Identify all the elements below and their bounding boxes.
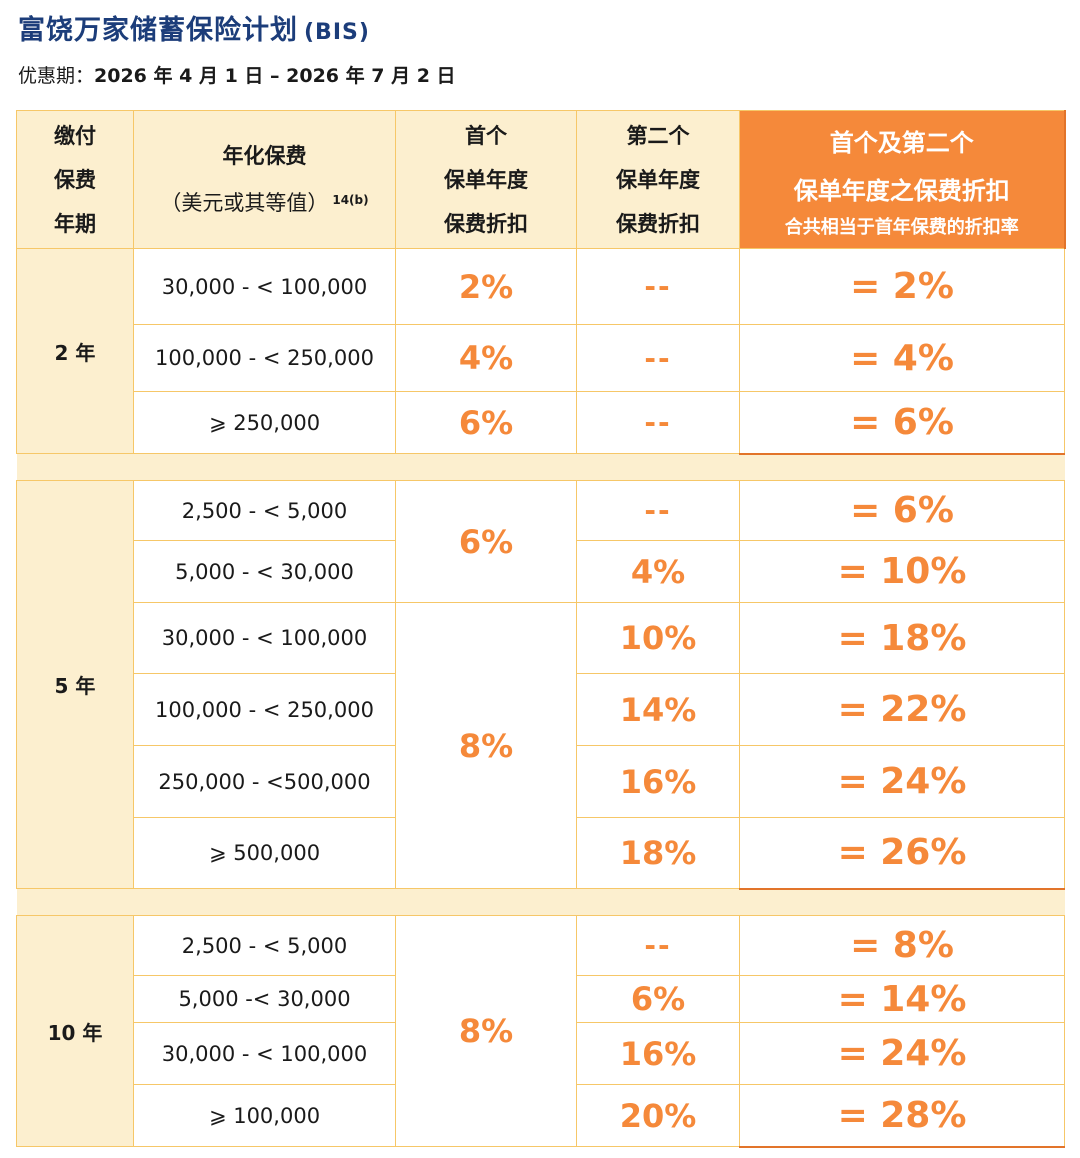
premium-range: ⩾ 100,000 — [133, 1084, 396, 1147]
table-row: 30,000 - < 100,000 8% 10% = 18% — [17, 602, 1065, 889]
premium-range: 30,000 - < 100,000 — [133, 602, 396, 674]
header-premium-sub: （美元或其等值） 14(b) — [134, 178, 395, 225]
combined-discount: = 8% — [739, 915, 1065, 976]
combined-discount: = 26% — [739, 817, 1065, 890]
table-row: 5,000 - < 30,000 4% = 10% — [17, 540, 1065, 603]
offer-period: 优惠期：2026 年 4 月 1 日 – 2026 年 7 月 2 日 — [18, 61, 456, 88]
header-term-line: 保费 — [54, 167, 96, 192]
period-value: 2026 年 4 月 1 日 – 2026 年 7 月 2 日 — [94, 65, 456, 87]
separator-cell — [16, 453, 1065, 481]
term-cell: 2 年 — [16, 248, 134, 454]
table-header-row: 缴付 保费 年期 年化保费 （美元或其等值） 14(b) 首个 保单年度 保费折扣… — [16, 110, 1066, 249]
header-combined: 首个及第二个 保单年度之保费折扣 合共相当于首年保费的折扣率 — [739, 110, 1066, 249]
header-term: 缴付 保费 年期 — [16, 110, 134, 249]
combined-discount: = 28% — [739, 1084, 1065, 1148]
header-combined-note: 合共相当于首年保费的折扣率 — [784, 216, 1019, 238]
header-premium-line: （美元或其等值） — [160, 191, 329, 215]
second-year-discount: 16% — [576, 1022, 740, 1085]
page-title: 富饶万家储蓄保险计划 (BIS) — [18, 8, 370, 47]
combined-discount: = 18% — [739, 602, 1065, 674]
premium-range: 100,000 - < 250,000 — [133, 324, 396, 392]
table-row: 100,000 - < 250,000 14% = 22% — [17, 673, 1065, 746]
premium-range: 2,500 - < 5,000 — [133, 915, 396, 976]
header-combined-line: 保单年度之保费折扣 — [793, 176, 1010, 205]
second-year-discount: 16% — [576, 745, 740, 818]
footnote-marker: 14(b) — [332, 193, 369, 207]
combined-discount: = 6% — [739, 391, 1065, 455]
combined-discount: = 14% — [739, 975, 1065, 1023]
first-year-discount: 8% — [395, 915, 577, 1147]
premium-range: 5,000 -< 30,000 — [133, 975, 396, 1023]
combined-discount: = 22% — [739, 673, 1065, 746]
header-second-line: 保费折扣 — [616, 211, 700, 236]
second-year-discount: 18% — [576, 817, 740, 889]
combined-discount: = 10% — [739, 540, 1065, 603]
premium-range: 30,000 - < 100,000 — [133, 248, 396, 325]
premium-range: ⩾ 500,000 — [133, 817, 396, 889]
second-year-discount: -- — [576, 480, 740, 541]
group-separator — [16, 888, 1065, 916]
header-first-line: 保费折扣 — [444, 211, 528, 236]
term-cell: 5 年 — [16, 480, 134, 889]
title-suffix: (BIS) — [304, 20, 370, 45]
table-row: 100,000 - < 250,000 4% -- = 4% — [17, 324, 1065, 392]
period-label: 优惠期： — [18, 65, 95, 87]
table-row: 250,000 - <500,000 16% = 24% — [17, 745, 1065, 818]
combined-discount: = 2% — [739, 248, 1065, 325]
table-row: ⩾ 250,000 6% -- = 6% — [17, 391, 1065, 455]
header-premium-line: 年化保费 — [222, 144, 307, 168]
premium-range: ⩾ 250,000 — [133, 391, 396, 454]
table-row: ⩾ 500,000 18% = 26% — [17, 817, 1065, 890]
premium-range: 2,500 - < 5,000 — [133, 480, 396, 541]
header-term-line: 缴付 — [54, 123, 96, 148]
second-year-discount: -- — [576, 324, 740, 392]
header-first-year: 首个 保单年度 保费折扣 — [395, 110, 577, 249]
combined-discount: = 6% — [739, 480, 1065, 541]
header-first-line: 首个 — [465, 123, 507, 148]
header-premium: 年化保费 （美元或其等值） 14(b) — [133, 110, 396, 249]
second-year-discount: -- — [576, 391, 740, 454]
term-cell: 10 年 — [16, 915, 134, 1147]
combined-discount: = 24% — [739, 1022, 1065, 1085]
table-row: 5 年 2,500 - < 5,000 6% -- = 6% — [16, 480, 1065, 889]
table-row: 30,000 - < 100,000 16% = 24% — [17, 1022, 1065, 1085]
header-first-line: 保单年度 — [444, 167, 528, 192]
header-second-line: 第二个 — [626, 123, 690, 148]
second-year-discount: 14% — [576, 673, 740, 746]
header-second-year: 第二个 保单年度 保费折扣 — [576, 110, 740, 249]
first-year-discount: 2% — [395, 248, 577, 325]
first-year-discount: 4% — [395, 324, 577, 392]
first-year-discount: 8% — [395, 602, 577, 889]
header-term-line: 年期 — [54, 211, 96, 236]
header-combined-line: 首个及第二个 — [829, 128, 974, 157]
table-row: 10 年 2,500 - < 5,000 8% -- = 8% — [16, 915, 1065, 1147]
separator-cell — [16, 888, 1065, 916]
second-year-discount: 20% — [576, 1084, 740, 1147]
discount-table: 缴付 保费 年期 年化保费 （美元或其等值） 14(b) 首个 保单年度 保费折扣… — [16, 110, 1066, 1148]
premium-range: 250,000 - <500,000 — [133, 745, 396, 818]
second-year-discount: -- — [576, 915, 740, 976]
premium-range: 30,000 - < 100,000 — [133, 1022, 396, 1085]
table-row: 2 年 30,000 - < 100,000 2% -- = 2% — [16, 248, 1065, 454]
second-year-discount: -- — [576, 248, 740, 325]
header-second-line: 保单年度 — [616, 167, 700, 192]
premium-range: 5,000 - < 30,000 — [133, 540, 396, 603]
premium-range: 100,000 - < 250,000 — [133, 673, 396, 746]
second-year-discount: 6% — [576, 975, 740, 1023]
combined-discount: = 4% — [739, 324, 1065, 392]
group-separator — [16, 453, 1065, 481]
first-year-discount: 6% — [395, 480, 577, 603]
second-year-discount: 4% — [576, 540, 740, 603]
second-year-discount: 10% — [576, 602, 740, 674]
title-text: 富饶万家储蓄保险计划 — [18, 15, 298, 46]
table-row: ⩾ 100,000 20% = 28% — [17, 1084, 1065, 1148]
first-year-discount: 6% — [395, 391, 577, 454]
combined-discount: = 24% — [739, 745, 1065, 818]
